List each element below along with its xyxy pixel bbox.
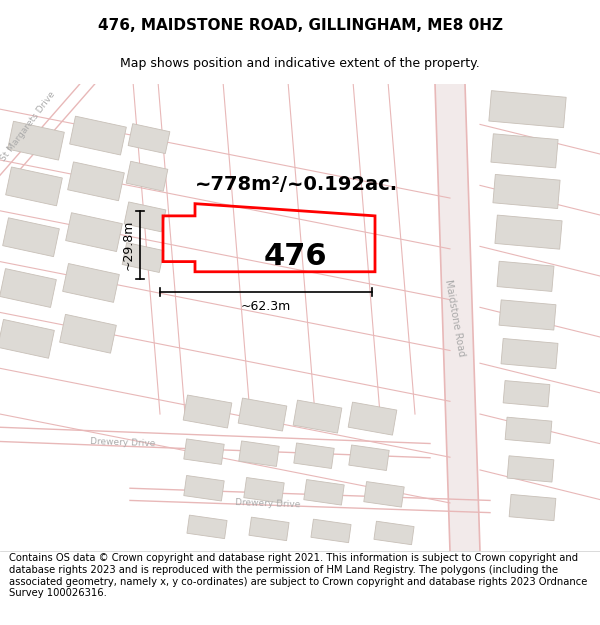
Polygon shape [304, 479, 344, 505]
Polygon shape [68, 162, 124, 201]
Text: ~29.8m: ~29.8m [121, 219, 134, 270]
Polygon shape [348, 402, 397, 435]
Polygon shape [294, 443, 334, 469]
Polygon shape [495, 215, 562, 249]
Polygon shape [70, 116, 127, 155]
Text: Map shows position and indicative extent of the property.: Map shows position and indicative extent… [120, 57, 480, 70]
Text: ~62.3m: ~62.3m [241, 300, 291, 313]
Polygon shape [503, 381, 550, 407]
Polygon shape [0, 319, 55, 358]
Polygon shape [183, 395, 232, 428]
Text: 476, MAIDSTONE ROAD, GILLINGHAM, ME8 0HZ: 476, MAIDSTONE ROAD, GILLINGHAM, ME8 0HZ [97, 18, 503, 32]
Polygon shape [435, 84, 480, 551]
Polygon shape [124, 202, 166, 232]
Polygon shape [493, 174, 560, 209]
Polygon shape [489, 91, 566, 128]
Polygon shape [8, 121, 64, 160]
Polygon shape [5, 167, 62, 206]
Polygon shape [374, 521, 414, 545]
Text: ~778m²/~0.192ac.: ~778m²/~0.192ac. [195, 176, 398, 194]
Polygon shape [184, 476, 224, 501]
Text: Drewery Drive: Drewery Drive [90, 437, 155, 448]
Polygon shape [0, 269, 56, 308]
Text: Maidstone Road: Maidstone Road [443, 278, 467, 357]
Polygon shape [128, 124, 170, 154]
Polygon shape [62, 264, 119, 302]
Polygon shape [59, 314, 116, 353]
Polygon shape [293, 400, 342, 433]
Polygon shape [499, 300, 556, 330]
Polygon shape [364, 482, 404, 507]
Polygon shape [505, 417, 552, 444]
Polygon shape [507, 456, 554, 482]
Polygon shape [491, 134, 558, 168]
Polygon shape [501, 339, 558, 369]
Polygon shape [65, 213, 122, 251]
Polygon shape [126, 161, 168, 191]
Polygon shape [184, 439, 224, 464]
Text: Drewery Drive: Drewery Drive [235, 498, 301, 509]
Text: 476: 476 [263, 242, 327, 271]
Text: Contains OS data © Crown copyright and database right 2021. This information is : Contains OS data © Crown copyright and d… [9, 553, 587, 598]
Polygon shape [349, 445, 389, 471]
Polygon shape [244, 478, 284, 503]
Polygon shape [249, 517, 289, 541]
Text: St Margarets Drive: St Margarets Drive [0, 90, 57, 163]
Polygon shape [187, 515, 227, 539]
Polygon shape [2, 217, 59, 257]
Polygon shape [509, 494, 556, 521]
Polygon shape [497, 261, 554, 291]
Polygon shape [122, 242, 164, 272]
Polygon shape [311, 519, 351, 542]
Polygon shape [238, 398, 287, 431]
Polygon shape [239, 441, 279, 466]
